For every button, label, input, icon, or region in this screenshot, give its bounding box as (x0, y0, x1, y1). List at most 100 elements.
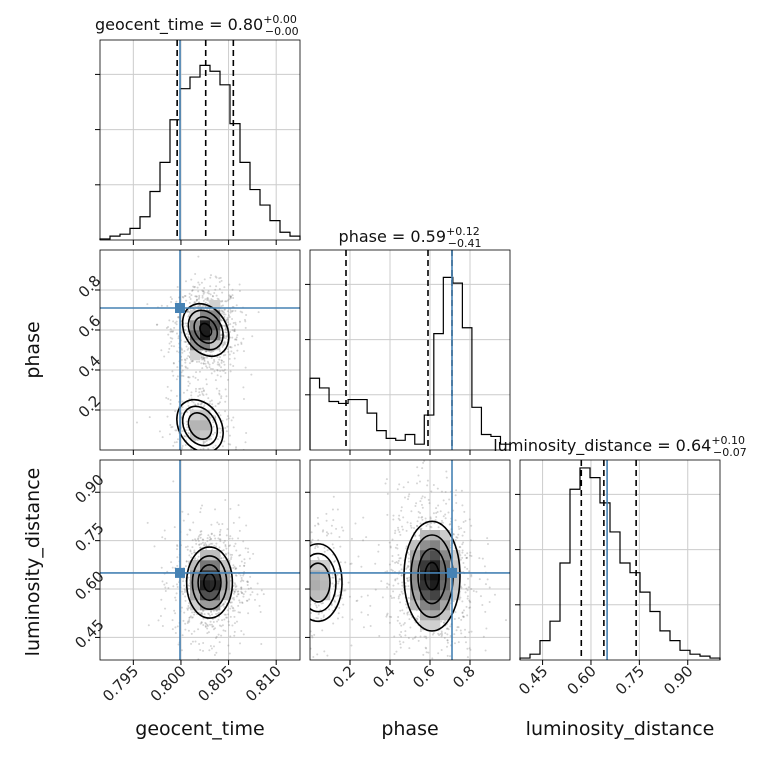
scatter-point (214, 627, 217, 630)
scatter-point (184, 365, 187, 368)
scatter-point (427, 705, 429, 707)
scatter-point (183, 611, 186, 614)
scatter-point (243, 561, 246, 564)
scatter-point (188, 432, 191, 435)
scatter-point (416, 617, 419, 620)
scatter-point (218, 534, 221, 537)
scatter-point (186, 607, 189, 610)
contour-line (310, 552, 337, 613)
scatter-point (219, 431, 222, 434)
scatter-point (189, 615, 192, 618)
scatter-point (237, 590, 240, 593)
scatter-point (292, 625, 294, 627)
scatter-point (226, 348, 229, 351)
scatter-point (263, 587, 265, 589)
scatter-point (460, 632, 463, 635)
scatter-point (181, 430, 184, 433)
y-tick-label: 0.90 (71, 471, 107, 507)
scatter-point (417, 510, 420, 513)
scatter-point (432, 512, 435, 515)
scatter-point (403, 612, 406, 615)
scatter-point (439, 510, 442, 513)
scatter-point (224, 308, 227, 311)
density-cell (190, 410, 201, 421)
scatter-point (174, 410, 177, 413)
scatter-point (203, 358, 206, 361)
density-cell (190, 600, 201, 611)
scatter-point (330, 532, 333, 535)
scatter-point (234, 338, 237, 341)
scatter-point (214, 462, 216, 464)
scatter-point (301, 586, 303, 588)
scatter-point (271, 643, 273, 645)
scatter-point (181, 590, 184, 593)
scatter-point (224, 327, 227, 330)
scatter-point (169, 328, 172, 331)
scatter-point (247, 612, 250, 615)
scatter-point (193, 305, 196, 308)
scatter-point (205, 350, 208, 353)
scatter-point (400, 574, 403, 577)
scatter-point (421, 467, 424, 470)
scatter-point (388, 583, 391, 586)
scatter-point (222, 343, 225, 346)
scatter-point (180, 374, 183, 377)
scatter-point (331, 582, 334, 585)
scatter-point (226, 378, 229, 381)
scatter-point (207, 362, 210, 365)
scatter-point (421, 516, 424, 519)
scatter-point (378, 634, 381, 637)
scatter-point (184, 329, 187, 332)
scatter-point (232, 426, 235, 429)
scatter-point (388, 621, 391, 624)
scatter-point (401, 584, 404, 587)
scatter-point (218, 364, 221, 367)
scatter-point (194, 301, 197, 304)
scatter-point (186, 533, 189, 536)
scatter-point (448, 498, 451, 501)
scatter-point (185, 560, 188, 563)
scatter-point (188, 301, 191, 304)
density-cell (210, 600, 221, 611)
scatter-point (212, 645, 215, 648)
scatter-point (470, 524, 473, 527)
scatter-point (219, 528, 222, 531)
scatter-point (229, 330, 232, 333)
scatter-point (221, 369, 224, 372)
scatter-point (380, 580, 383, 583)
scatter-point (190, 391, 193, 394)
scatter-point (212, 349, 215, 352)
scatter-point (239, 611, 242, 614)
scatter-point (431, 657, 434, 660)
scatter-point (227, 323, 230, 326)
scatter-point (216, 297, 219, 300)
scatter-point (219, 540, 222, 543)
scatter-point (307, 563, 309, 565)
scatter-point (440, 490, 443, 493)
scatter-point (169, 330, 172, 333)
scatter-point (291, 574, 293, 576)
scatter-point (186, 367, 189, 370)
scatter-point (210, 532, 213, 535)
scatter-point (246, 583, 249, 586)
scatter-point (462, 609, 465, 612)
scatter-point (215, 542, 218, 545)
scatter-point (232, 607, 235, 610)
scatter-point (200, 403, 203, 406)
scatter-point (422, 461, 425, 464)
scatter-point (310, 540, 313, 543)
density-cell (190, 580, 201, 591)
scatter-point (180, 331, 183, 334)
scatter-point (458, 545, 461, 548)
scatter-point (296, 544, 298, 546)
scatter-point (181, 369, 184, 372)
scatter-point (224, 328, 227, 331)
scatter-point (195, 295, 198, 298)
scatter-point (335, 527, 338, 530)
scatter-point (212, 625, 215, 628)
scatter-point (397, 582, 400, 585)
scatter-point (445, 476, 448, 479)
scatter-point (305, 576, 307, 578)
scatter-point (441, 521, 444, 524)
scatter-point (171, 370, 174, 373)
